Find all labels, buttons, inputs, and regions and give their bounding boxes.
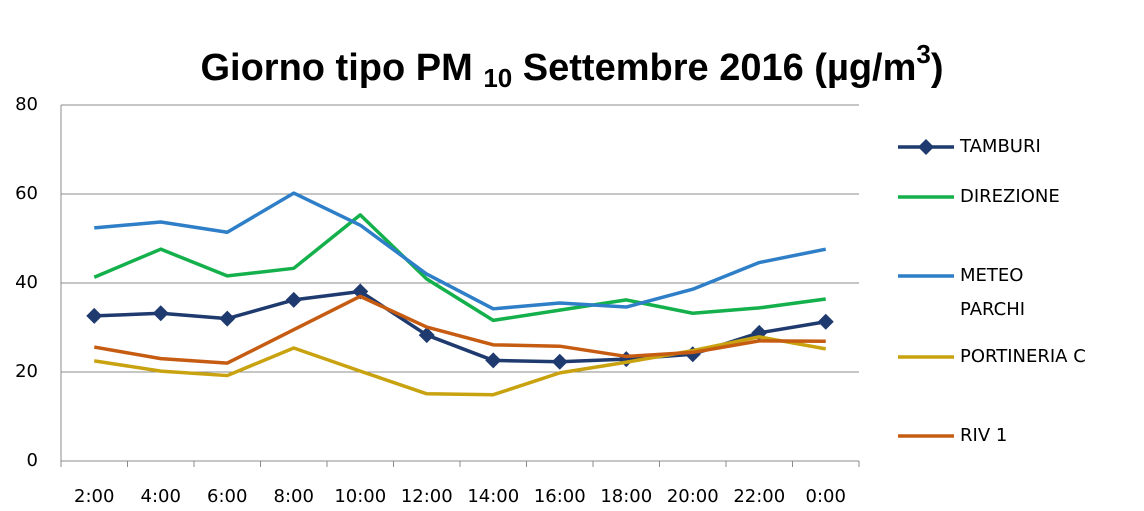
series-marker — [152, 305, 169, 322]
x-tick-label: 16:00 — [534, 486, 586, 507]
x-tick-label: 6:00 — [207, 486, 247, 507]
series-line — [93, 213, 826, 323]
legend-label: RIV 1 — [960, 425, 1007, 446]
title-part: 3 — [916, 39, 930, 69]
legend-label: DIREZIONE — [960, 186, 1060, 207]
x-tick-label: 14:00 — [467, 486, 519, 507]
title-part: Giorno tipo PM — [200, 47, 483, 89]
y-tick-label: 40 — [15, 272, 38, 293]
x-tick-label: 20:00 — [667, 486, 719, 507]
series-line — [94, 289, 827, 364]
x-tick-label: 22:00 — [733, 486, 785, 507]
series-line — [94, 191, 827, 311]
series-marker — [418, 327, 435, 344]
x-tick-label: 4:00 — [141, 486, 181, 507]
title-part: ) — [931, 47, 944, 89]
chart-title: Giorno tipo PM 10 Settembre 2016 (µg/m3) — [200, 39, 943, 93]
series-marker — [86, 307, 103, 324]
series-marker — [551, 353, 568, 370]
series-marker — [219, 310, 236, 327]
series-marker — [485, 352, 502, 369]
series-line — [93, 335, 827, 397]
y-tick-label: 60 — [15, 183, 38, 204]
x-tick-label: 12:00 — [401, 486, 453, 507]
x-tick-label: 10:00 — [334, 486, 386, 507]
title-part: Settembre 2016 (µg/m — [512, 47, 916, 89]
series-line — [93, 294, 826, 365]
x-tick-label: 18:00 — [600, 486, 652, 507]
y-tick-label: 20 — [15, 361, 38, 382]
legend-marker — [918, 139, 934, 155]
series-marker — [285, 291, 302, 308]
legend-label: PORTINERIA C — [960, 346, 1086, 367]
y-tick-label: 80 — [15, 94, 38, 115]
series-marker — [352, 283, 369, 300]
x-tick-label: 0:00 — [806, 486, 846, 507]
legend-label-line: METEO — [960, 265, 1029, 286]
legend-label-line: PARCHI — [960, 299, 1025, 320]
x-tick-label: 8:00 — [274, 486, 314, 507]
y-tick-label: 0 — [27, 450, 38, 471]
legend-label: METEO PARCHI — [960, 265, 1029, 320]
x-tick-label: 2:00 — [74, 486, 114, 507]
title-part: 10 — [483, 63, 512, 93]
legend-label: TAMBURI — [959, 136, 1041, 157]
series-marker — [817, 313, 834, 330]
